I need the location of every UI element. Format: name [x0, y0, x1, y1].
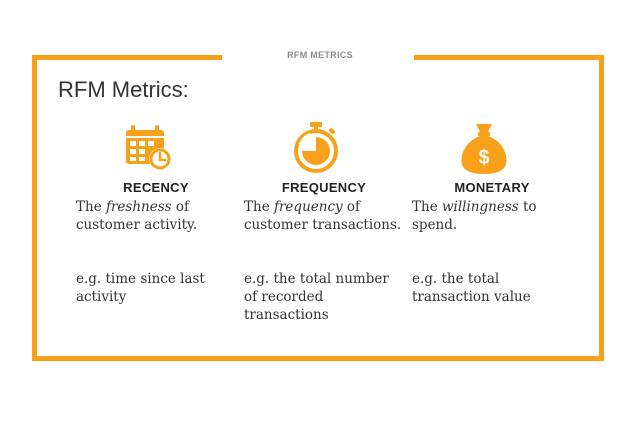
svg-text:$: $: [478, 147, 489, 169]
content-frame: [32, 55, 604, 361]
frequency-heading: FREQUENCY: [281, 180, 367, 195]
money-bag-icon: $: [454, 120, 514, 176]
calendar-clock-icon: [118, 120, 178, 176]
frame-border-right: [599, 55, 604, 361]
frame-border-top-right: [414, 55, 604, 60]
monetary-description: The willingness to spend.: [412, 199, 537, 233]
frequency-description: The frequency of customer transactions.: [244, 199, 402, 233]
frame-border-left: [32, 55, 37, 361]
monetary-example: e.g. the total transaction value: [412, 271, 531, 305]
recency-description: The freshness of customer activity.: [76, 199, 198, 233]
page-title: RFM Metrics:: [58, 77, 189, 102]
stopwatch-icon: [286, 120, 346, 176]
monetary-heading: MONETARY: [454, 180, 530, 195]
frame-border-bottom: [32, 356, 604, 361]
frame-border-top-left: [32, 55, 222, 60]
frequency-example: e.g. the total number of recorded transa…: [244, 271, 389, 323]
section-label: RFM METRICS: [287, 50, 353, 60]
recency-heading: RECENCY: [123, 180, 189, 195]
recency-example: e.g. time since last activity: [76, 271, 205, 305]
